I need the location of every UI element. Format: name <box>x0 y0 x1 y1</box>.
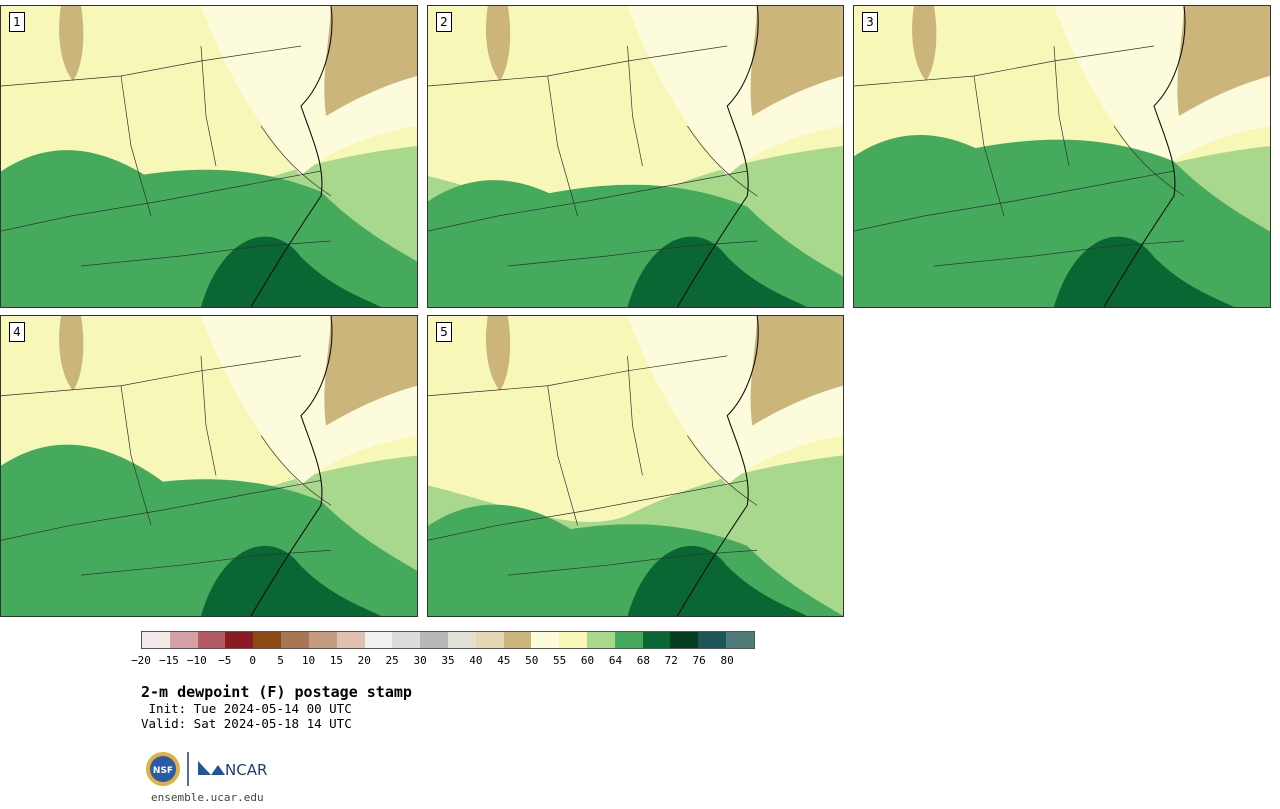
colorbar-tick-label: −10 <box>186 654 207 667</box>
ncar-logo-icon: NCAR <box>198 761 267 779</box>
dewpoint-colorbar <box>141 631 755 649</box>
dewpoint-field <box>1 6 417 307</box>
colorbar-tick-label: −5 <box>218 654 232 667</box>
ensemble-member-map-1: 1 <box>0 5 418 308</box>
colorbar-swatch <box>142 632 170 648</box>
colorbar-swatch <box>726 632 754 648</box>
colorbar-tick-label: 0 <box>249 654 256 667</box>
site-url: ensemble.ucar.edu <box>151 791 264 804</box>
colorbar-tick-label: −20 <box>131 654 151 667</box>
panel-number: 5 <box>436 322 452 342</box>
dewpoint-field <box>854 6 1270 307</box>
ensemble-member-map-4: 4 <box>0 315 418 617</box>
colorbar-tick-label: −15 <box>158 654 179 667</box>
colorbar-swatch <box>475 632 504 648</box>
colorbar-swatch <box>308 632 337 648</box>
colorbar-swatch <box>698 632 727 648</box>
nsf-logo-text: NSF <box>153 766 173 776</box>
colorbar-tick-label: 45 <box>497 654 511 667</box>
valid-time: Valid: Sat 2024-05-18 14 UTC <box>141 716 352 731</box>
colorbar-swatch <box>253 632 282 648</box>
colorbar-swatch <box>225 632 254 648</box>
colorbar-swatch <box>531 632 560 648</box>
colorbar-swatch <box>614 632 643 648</box>
colorbar-tick-label: 50 <box>525 654 539 667</box>
panel-number: 4 <box>9 322 25 342</box>
dewpoint-field <box>428 6 843 307</box>
colorbar-tick-label: 64 <box>608 654 623 667</box>
ensemble-member-map-3: 3 <box>853 5 1271 308</box>
plot-title: 2-m dewpoint (F) postage stamp <box>141 683 412 701</box>
colorbar-swatch <box>420 632 448 648</box>
colorbar-swatch <box>392 632 421 648</box>
colorbar-tick-label: 76 <box>692 654 706 667</box>
panel-number: 2 <box>436 12 452 32</box>
colorbar-swatch <box>197 632 226 648</box>
colorbar-tick-label: 60 <box>580 654 595 667</box>
colorbar-tick-label: 5 <box>277 654 284 667</box>
panel-number: 3 <box>862 12 878 32</box>
colorbar-swatch <box>587 632 615 648</box>
sponsor-logos: NSF NCAR <box>146 752 267 786</box>
nsf-logo-icon: NSF <box>146 752 180 786</box>
ensemble-member-map-5: 5 <box>427 315 844 617</box>
colorbar-swatch <box>642 632 671 648</box>
panel-number: 1 <box>9 12 25 32</box>
colorbar-tick-label: 10 <box>301 654 316 667</box>
colorbar-tick-label: 35 <box>441 654 455 667</box>
colorbar-swatch <box>670 632 699 648</box>
ncar-logo-text: NCAR <box>225 761 267 779</box>
colorbar-tick-label: 30 <box>413 654 427 667</box>
colorbar-swatch <box>503 632 532 648</box>
colorbar-swatch <box>336 632 365 648</box>
colorbar-tick-label: 20 <box>357 654 371 667</box>
colorbar-swatch <box>447 632 476 648</box>
colorbar-tick-label: 68 <box>636 654 650 667</box>
dewpoint-field <box>428 316 843 616</box>
dewpoint-field <box>1 316 417 616</box>
colorbar-tick-label: 15 <box>329 654 343 667</box>
colorbar-swatch <box>559 632 587 648</box>
colorbar-swatch <box>281 632 309 648</box>
colorbar-tick-label: 25 <box>385 654 399 667</box>
init-time: Init: Tue 2024-05-14 00 UTC <box>141 701 352 716</box>
colorbar-swatch <box>169 632 198 648</box>
colorbar-tick-label: 40 <box>469 654 483 667</box>
colorbar-tick-label: 72 <box>664 654 678 667</box>
colorbar-tick-label: 80 <box>720 654 734 667</box>
ensemble-member-map-2: 2 <box>427 5 844 308</box>
colorbar-tick-label: 55 <box>553 654 567 667</box>
colorbar-swatch <box>364 632 393 648</box>
